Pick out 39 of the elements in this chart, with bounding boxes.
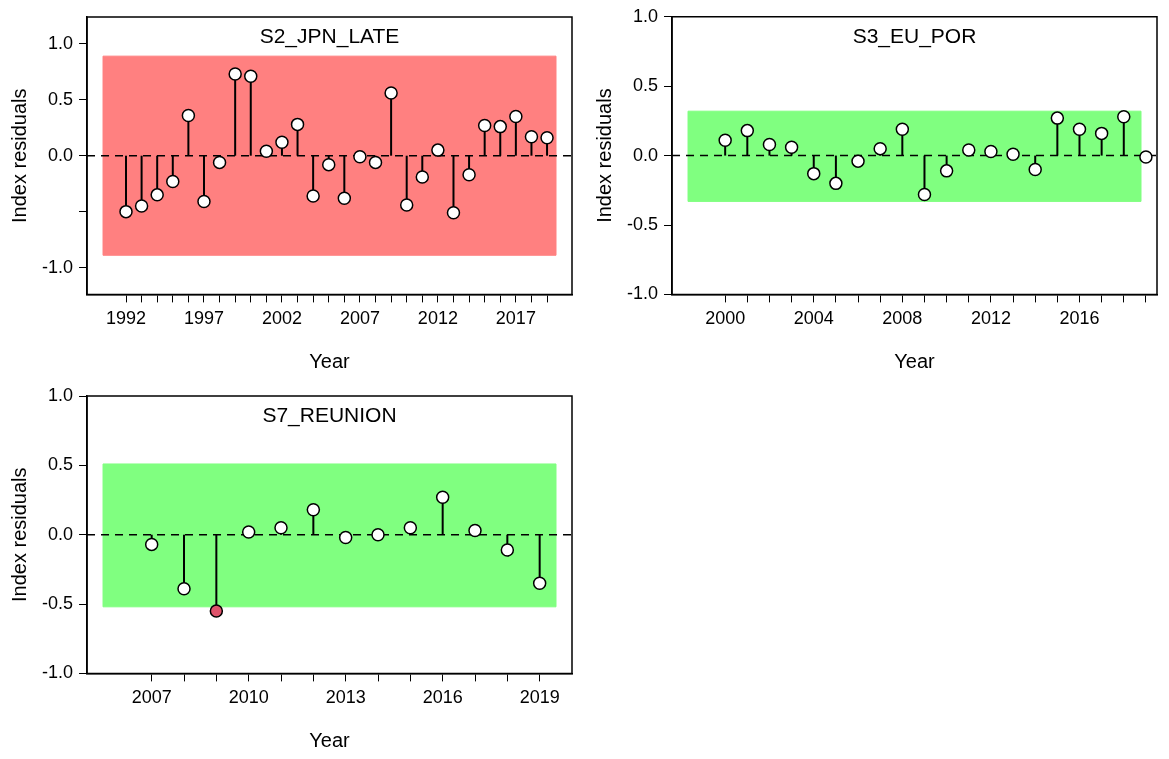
y-tick-label: -1.0 <box>41 662 74 683</box>
y-axis-title: Index residuals <box>7 467 30 602</box>
x-tick-label: 2013 <box>325 687 366 708</box>
y-tick-label: -0.5 <box>41 593 74 614</box>
chart-title: S2_JPN_LATE <box>259 24 400 49</box>
y-tick-label: 0.5 <box>47 88 74 109</box>
x-tick-label: 2000 <box>705 308 746 329</box>
x-tick-label: 2017 <box>495 308 536 329</box>
x-axis-title: Year <box>894 349 936 372</box>
y-tick-label: 1.0 <box>47 32 74 53</box>
x-tick-label: 2007 <box>339 308 380 329</box>
x-tick-label: 2016 <box>422 687 463 708</box>
x-tick-label: 2010 <box>228 687 269 708</box>
x-axis-title: Year <box>309 349 351 372</box>
y-tick-label: -0.5 <box>626 213 659 234</box>
y-tick-label: -1.0 <box>41 256 74 277</box>
y-axis-title: Index residuals <box>7 88 30 223</box>
y-tick-label: -1.0 <box>626 283 659 304</box>
x-tick-label: 2007 <box>131 687 172 708</box>
y-tick-label: 0.5 <box>632 75 659 96</box>
x-axis-title: Year <box>309 728 351 751</box>
y-tick-label: 0.5 <box>47 454 74 475</box>
x-tick-label: 1997 <box>183 308 224 329</box>
x-tick-label: 2016 <box>1059 308 1100 329</box>
y-tick-label: 0.0 <box>47 144 74 165</box>
chart-title: S7_REUNION <box>262 403 397 428</box>
x-tick-label: 2012 <box>417 308 458 329</box>
y-tick-label: 1.0 <box>47 384 74 405</box>
x-tick-label: 2019 <box>519 687 560 708</box>
x-tick-label: 2004 <box>793 308 834 329</box>
x-tick-label: 2002 <box>261 308 302 329</box>
x-tick-label: 1992 <box>105 308 147 329</box>
y-tick-label: 0.0 <box>47 523 74 544</box>
chart-title: S3_EU_POR <box>852 24 977 49</box>
x-tick-label: 2012 <box>970 308 1011 329</box>
y-tick-label: 0.0 <box>632 144 659 165</box>
y-axis-title: Index residuals <box>592 88 615 223</box>
x-tick-label: 2008 <box>882 308 923 329</box>
y-tick-label: 1.0 <box>632 5 659 26</box>
